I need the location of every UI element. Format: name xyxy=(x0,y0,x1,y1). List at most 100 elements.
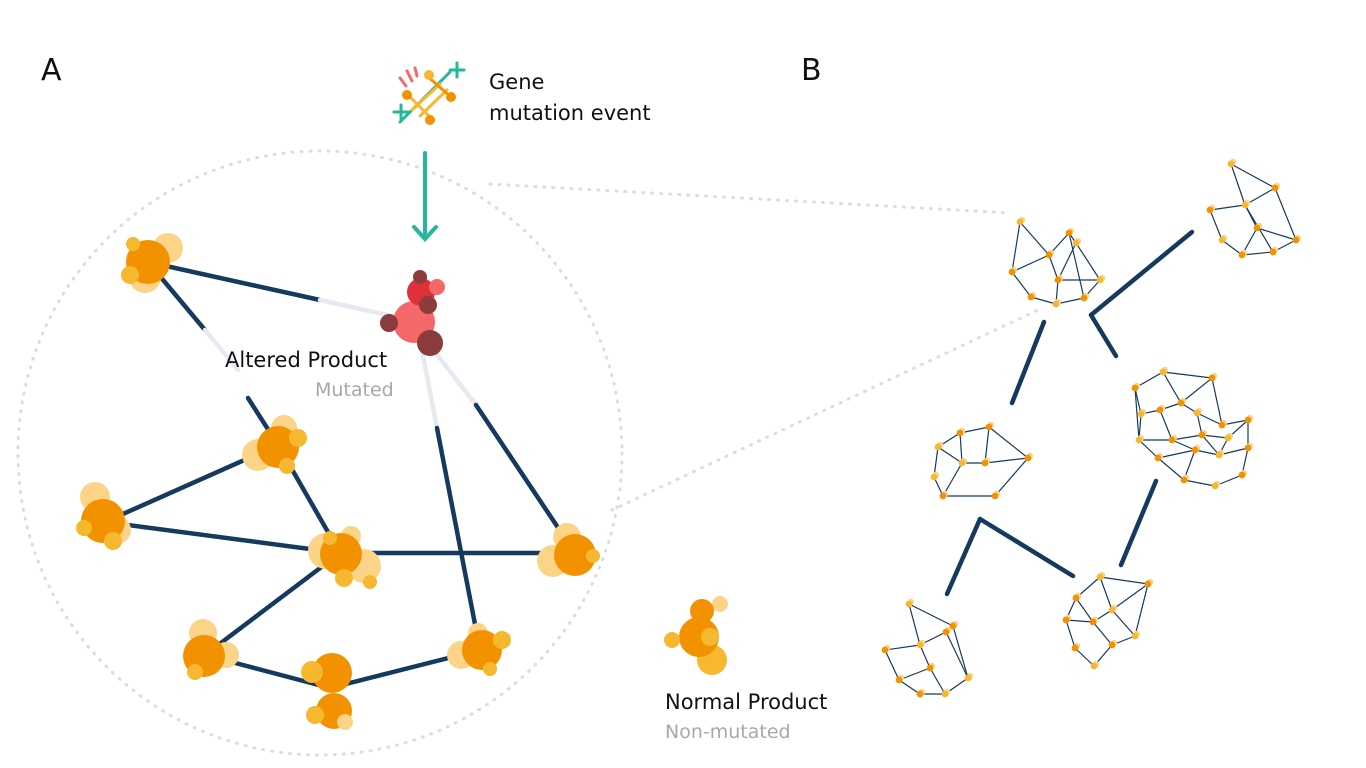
panel-label-b: B xyxy=(801,53,822,88)
normal-product-node xyxy=(664,596,728,675)
cluster-edge xyxy=(1196,412,1203,436)
cluster-node xyxy=(1045,251,1053,259)
edge-faded xyxy=(202,327,241,373)
cluster-edge xyxy=(1159,409,1173,441)
cluster-edge xyxy=(1201,434,1220,456)
cluster-node xyxy=(1238,251,1246,259)
cluster-node xyxy=(1089,618,1097,626)
cluster-node xyxy=(1071,644,1079,652)
cluster-node xyxy=(1065,229,1073,237)
cluster-edge xyxy=(908,603,954,627)
cluster-edge xyxy=(1011,271,1032,298)
edge xyxy=(145,259,323,303)
cluster-node xyxy=(916,641,924,649)
cluster-node xyxy=(1193,409,1201,417)
cluster-node xyxy=(1180,476,1188,484)
event-label-line2: mutation event xyxy=(489,101,651,125)
cluster-node xyxy=(964,674,972,682)
cluster-node xyxy=(1131,384,1139,392)
edge xyxy=(434,425,483,653)
cluster-node xyxy=(1096,276,1104,284)
cluster-node xyxy=(981,459,989,467)
cluster-node xyxy=(1156,406,1164,414)
cluster-node xyxy=(1206,206,1214,214)
subnetwork-cluster xyxy=(1062,571,1154,670)
protein-node xyxy=(121,233,183,293)
cluster-edge xyxy=(1157,457,1185,481)
subnetwork-cluster xyxy=(930,421,1034,500)
cluster-edge xyxy=(959,432,963,464)
cluster-edge xyxy=(984,457,1029,464)
cluster-node xyxy=(1224,434,1232,442)
cluster-node xyxy=(1218,236,1226,244)
cluster-node xyxy=(1177,399,1185,407)
cluster-node xyxy=(881,646,889,654)
normal-product-label: Normal Product xyxy=(665,690,828,714)
cluster-edge xyxy=(1230,163,1276,189)
protein-node xyxy=(183,619,239,680)
cluster-node xyxy=(1244,444,1252,452)
cluster-edge xyxy=(1099,576,1149,585)
cluster-edge xyxy=(919,644,931,669)
subnetwork-clusters xyxy=(881,158,1302,698)
cluster-node xyxy=(1131,632,1139,640)
cluster-edge xyxy=(942,462,963,497)
subnetwork-cluster xyxy=(881,598,974,698)
zoom-circle xyxy=(16,149,624,757)
cluster-node xyxy=(1198,431,1206,439)
cluster-edge xyxy=(933,476,944,497)
subnetwork-cluster xyxy=(1008,216,1106,308)
cluster-edge xyxy=(1111,609,1136,637)
cluster-node xyxy=(1080,294,1088,302)
cluster-edge xyxy=(1230,163,1246,206)
zoom-connector-bottom xyxy=(610,308,1040,512)
cluster-node xyxy=(916,690,924,698)
cluster-edge xyxy=(1065,619,1076,649)
cluster-edge xyxy=(898,679,921,695)
mutated-protein-node xyxy=(380,270,445,356)
cluster-node xyxy=(1144,580,1152,588)
cluster-node xyxy=(1137,410,1145,418)
event-label-line1: Gene xyxy=(489,70,545,94)
cluster-node xyxy=(1072,239,1080,247)
cluster-node xyxy=(949,622,957,630)
cluster-edge xyxy=(945,631,969,679)
cluster-edge xyxy=(884,649,900,681)
cluster-node xyxy=(956,429,964,437)
cluster-node xyxy=(1090,662,1098,670)
cluster-edge xyxy=(1241,251,1274,256)
cluster-edge xyxy=(1211,377,1223,426)
cluster-edge xyxy=(1030,296,1057,305)
zoom-outline xyxy=(16,149,1040,757)
edge xyxy=(202,550,343,658)
cluster-edge xyxy=(884,644,921,651)
cluster-edge xyxy=(1162,371,1213,379)
cluster-node xyxy=(1108,606,1116,614)
cluster-edge xyxy=(1180,377,1213,404)
cluster-edge xyxy=(984,426,990,464)
cluster-edge xyxy=(952,625,969,679)
cluster-node xyxy=(1271,184,1279,192)
cluster-node xyxy=(958,459,966,467)
cluster-edge xyxy=(1134,387,1140,441)
normal-product-sublabel: Non-mutated xyxy=(665,721,791,743)
protein-node xyxy=(76,482,131,550)
cluster-node xyxy=(1227,160,1235,168)
cluster-node xyxy=(1027,293,1035,301)
cluster-edge xyxy=(1171,439,1196,451)
network-edges xyxy=(102,259,578,691)
cluster-node xyxy=(1269,248,1277,256)
cluster-edge xyxy=(1068,232,1085,299)
cluster-node xyxy=(941,690,949,698)
cluster-edge xyxy=(1183,479,1216,487)
cluster-edge xyxy=(1011,221,1021,273)
cluster-edge xyxy=(1092,621,1113,646)
cluster-node xyxy=(1218,421,1226,429)
cluster-node xyxy=(1072,594,1080,602)
protein-node xyxy=(301,653,353,730)
down-arrow-icon xyxy=(412,151,438,242)
cluster-edge xyxy=(988,426,1029,459)
cluster-edge xyxy=(1134,583,1149,637)
cluster-node xyxy=(934,443,942,451)
cluster-edge xyxy=(1048,254,1059,281)
